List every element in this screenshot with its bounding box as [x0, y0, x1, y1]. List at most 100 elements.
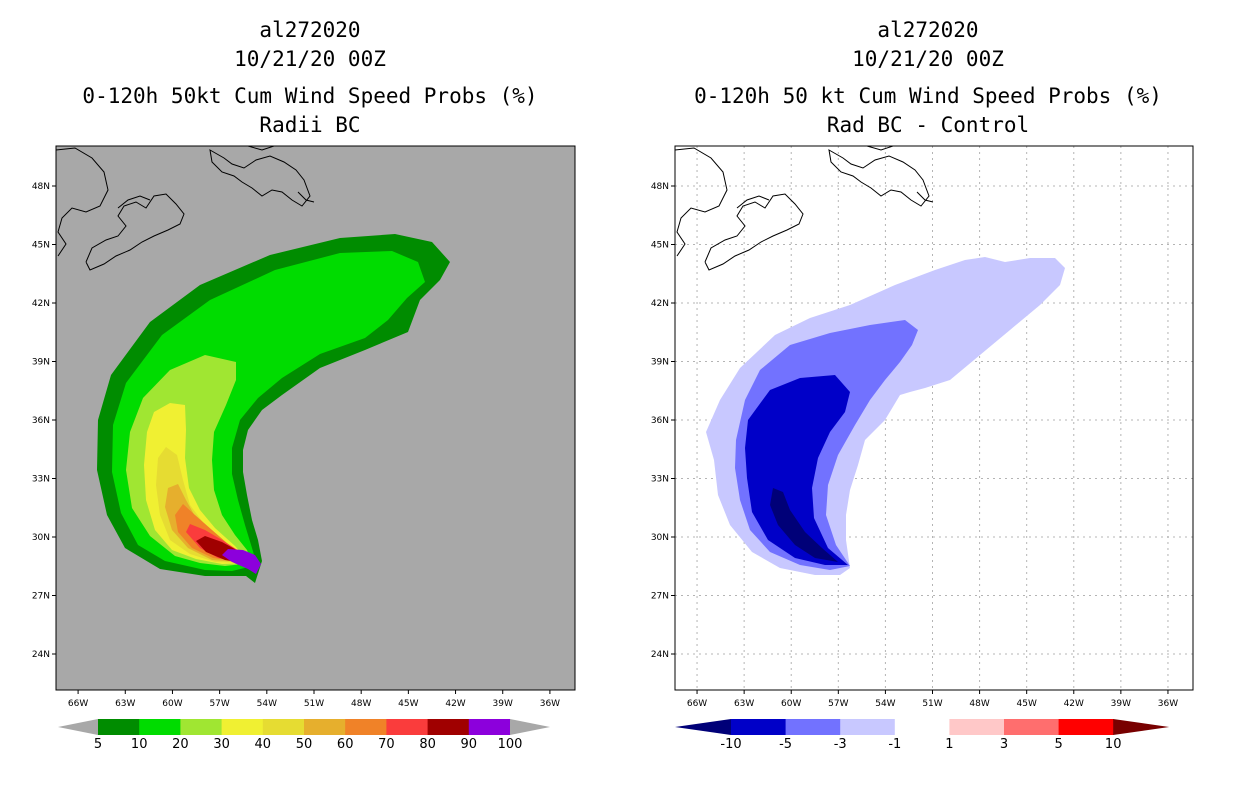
- colorbar-swatch: [785, 719, 841, 735]
- colorbar-swatch: [949, 719, 1005, 735]
- lat-label: 24N: [651, 650, 669, 660]
- colorbar-low-end: [675, 719, 731, 735]
- right-subtitle: Rad BC - Control: [826, 113, 1030, 137]
- lon-label: 51W: [304, 699, 324, 709]
- colorbar-label: 100: [498, 737, 523, 752]
- left-product-title: 0-120h 50kt Cum Wind Speed Probs (%): [82, 84, 538, 108]
- colorbar-label: -1: [888, 737, 901, 752]
- lon-label: 48W: [351, 699, 371, 709]
- right-map-title: al272020 10/21/20 00Z 0-120h 50 kt Cum W…: [618, 16, 1236, 140]
- colorbar-swatch: [221, 719, 264, 735]
- right-storm-id: al272020: [877, 18, 979, 42]
- colorbar-label: 5: [1054, 737, 1062, 752]
- colorbar-label: 20: [172, 737, 189, 752]
- lat-label: 48N: [32, 182, 50, 192]
- colorbar-label: -3: [834, 737, 847, 752]
- colorbar-label: 10: [1105, 737, 1122, 752]
- right-map-border: [674, 145, 1194, 691]
- colorbar-swatch: [345, 719, 387, 735]
- lat-label: 45N: [651, 241, 669, 251]
- colorbar-label: 10: [131, 737, 148, 752]
- left-map-title: al272020 10/21/20 00Z 0-120h 50kt Cum Wi…: [0, 16, 620, 140]
- lon-label: 42W: [445, 699, 465, 709]
- colorbar-high-end: [510, 719, 550, 735]
- lat-label: 42N: [651, 299, 669, 309]
- lat-label: 42N: [32, 299, 50, 309]
- colorbar-swatch: [1058, 719, 1114, 735]
- right-datetime: 10/21/20 00Z: [852, 47, 1004, 71]
- lon-label: 45W: [398, 699, 418, 709]
- diff-contour-minus5: [745, 375, 850, 565]
- lon-label: 63W: [734, 699, 754, 709]
- colorbar-swatch: [894, 719, 950, 735]
- lat-label: 33N: [651, 475, 669, 485]
- lat-label: 39N: [32, 358, 50, 368]
- colorbar-swatch: [427, 719, 470, 735]
- colorbar-label: 80: [419, 737, 436, 752]
- right-map: 66W 63W 60W 57W 54W 51W 48W 45W 42W 39W 36W 48N 45N 4…: [651, 145, 1194, 709]
- coast-outline-right: [675, 146, 934, 271]
- colorbar-label: 40: [255, 737, 272, 752]
- prob-contour-50: [165, 484, 248, 563]
- colorbar-swatch: [180, 719, 223, 735]
- colorbar-swatch: [139, 719, 181, 735]
- right-product-title: 0-120h 50 kt Cum Wind Speed Probs (%): [694, 84, 1162, 108]
- lon-label: 36W: [540, 699, 560, 709]
- colorbar-label: -10: [720, 737, 741, 752]
- coast-outline-left: [56, 146, 315, 271]
- left-datetime: 10/21/20 00Z: [234, 47, 386, 71]
- lon-label: 36W: [1158, 699, 1178, 709]
- lon-label: 39W: [1111, 699, 1131, 709]
- lon-label: 57W: [209, 699, 229, 709]
- lat-label: 27N: [651, 592, 669, 602]
- colorbar-label: 1: [945, 737, 953, 752]
- colorbar-label: 30: [213, 737, 230, 752]
- colorbar-label: 70: [378, 737, 395, 752]
- colorbar-swatch: [98, 719, 140, 735]
- lat-label: 36N: [651, 416, 669, 426]
- lat-label: 27N: [32, 592, 50, 602]
- lon-label: 66W: [687, 699, 707, 709]
- colorbar-label: 50: [296, 737, 313, 752]
- left-map-border: [55, 145, 576, 691]
- right-axis-ticks: 66W 63W 60W 57W 54W 51W 48W 45W 42W 39W 36W 48N 45N 4…: [651, 182, 1178, 709]
- lon-label: 60W: [162, 699, 182, 709]
- lon-label: 60W: [781, 699, 801, 709]
- colorbar-swatch: [840, 719, 896, 735]
- left-map: 66W 63W 60W 57W 54W 51W 48W 45W 42W 39W 36W 48N 45N 4…: [32, 145, 576, 709]
- colorbar-label: 5: [94, 737, 102, 752]
- colorbar-label: -5: [779, 737, 792, 752]
- lat-label: 39N: [651, 358, 669, 368]
- lon-label: 57W: [828, 699, 848, 709]
- colorbar-swatch: [1004, 719, 1060, 735]
- lon-label: 51W: [922, 699, 942, 709]
- left-probability-contours: [56, 146, 450, 583]
- colorbar-swatch: [386, 719, 429, 735]
- lat-label: 36N: [32, 416, 50, 426]
- lat-label: 48N: [651, 182, 669, 192]
- lon-label: 48W: [969, 699, 989, 709]
- colorbar-swatch: [731, 719, 787, 735]
- prob-contour-90: [222, 549, 261, 574]
- diff-contour-minus10: [770, 488, 838, 562]
- lon-label: 39W: [493, 699, 513, 709]
- lon-label: 54W: [257, 699, 277, 709]
- lon-label: 42W: [1064, 699, 1084, 709]
- colorbar-swatch: [262, 719, 305, 735]
- colorbar-swatch: [304, 719, 346, 735]
- left-axis-ticks: 66W 63W 60W 57W 54W 51W 48W 45W 42W 39W 36W 48N 45N 4…: [32, 182, 560, 709]
- left-subtitle: Radii BC: [259, 113, 361, 137]
- colorbar-label: 90: [461, 737, 478, 752]
- lon-label: 54W: [875, 699, 895, 709]
- lon-label: 45W: [1017, 699, 1037, 709]
- colorbar-label: 60: [337, 737, 354, 752]
- lon-label: 66W: [68, 699, 88, 709]
- colorbar-swatch: [468, 719, 511, 735]
- right-colorbar: -10 -5 -3 -1 1 3 5 10: [675, 719, 1170, 752]
- lat-label: 45N: [32, 241, 50, 251]
- colorbar-low-end: [58, 719, 98, 735]
- colorbar-label: 3: [1000, 737, 1008, 752]
- left-storm-id: al272020: [259, 18, 361, 42]
- left-colorbar: 5 10 20 30 40 50 60 70 80 90 100: [58, 719, 550, 752]
